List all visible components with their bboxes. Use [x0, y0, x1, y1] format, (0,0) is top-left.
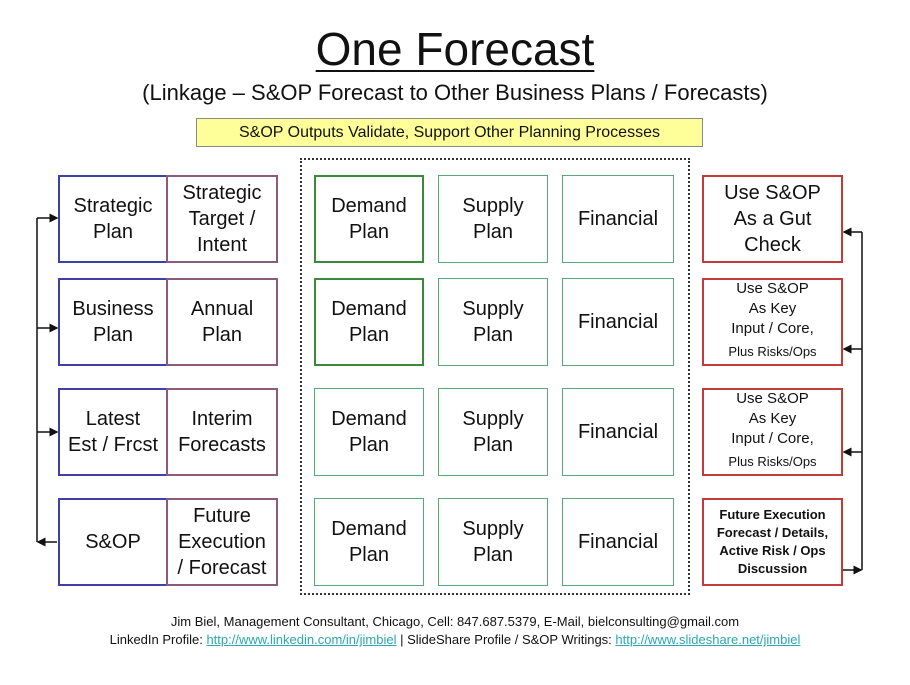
- supply-box: Supply Plan: [438, 498, 548, 586]
- box-text: Future: [193, 505, 251, 527]
- box-text: Plan: [472, 324, 514, 346]
- demand-box: Demand Plan: [314, 175, 424, 263]
- box-text: Input / Core,: [731, 320, 814, 337]
- box-text: Forecast / Details,: [716, 525, 829, 540]
- box-text: Interim: [191, 408, 253, 430]
- box-text: Financial: [577, 311, 659, 333]
- use-box: Use S&OP As Key Input / Core, Plus Risks/Op…: [702, 278, 843, 366]
- financial-box: Financial: [562, 388, 674, 476]
- box-text: Annual: [190, 298, 254, 320]
- box-text: As Key: [748, 300, 797, 317]
- box-text: Est / Frcst: [68, 434, 158, 456]
- box-text: Plan: [472, 434, 514, 456]
- box-text: Plan: [201, 324, 243, 346]
- slideshare-label: | SlideShare Profile / S&OP Writings:: [396, 632, 616, 647]
- box-text: Use S&OP: [724, 182, 821, 204]
- box-text: Plan: [92, 324, 134, 346]
- box-text: Demand: [331, 408, 407, 430]
- sop-group-dotted-frame: [300, 158, 690, 595]
- plan-box: S&OP: [58, 498, 168, 586]
- box-text: Strategic: [73, 195, 153, 217]
- type-box: Future Execution / Forecast: [166, 498, 278, 586]
- box-text: Intent: [196, 234, 248, 256]
- use-box: Use S&OP As a Gut Check: [702, 175, 843, 263]
- use-box: Future Execution Forecast / Details, Activ…: [702, 498, 843, 586]
- box-text: Check: [744, 234, 801, 256]
- box-text: Demand: [331, 195, 407, 217]
- box-text: As Key: [748, 410, 797, 427]
- box-text: Plan: [92, 221, 134, 243]
- box-text: Future Execution: [719, 507, 826, 522]
- demand-box: Demand Plan: [314, 388, 424, 476]
- box-text: Active Risk / Ops: [719, 543, 826, 558]
- footer-contact: Jim Biel, Management Consultant, Chicago…: [170, 614, 740, 629]
- linkedin-link[interactable]: http://www.linkedin.com/in/jimbiel: [206, 632, 397, 647]
- box-text: Demand: [331, 518, 407, 540]
- box-text: Latest: [85, 408, 141, 430]
- box-text: Use S&OP: [736, 390, 809, 407]
- box-text: / Forecast: [177, 557, 267, 579]
- box-text: Plus Risks/Ops: [728, 344, 817, 359]
- linkedin-label: LinkedIn Profile:: [109, 632, 207, 647]
- box-text: Discussion: [737, 561, 808, 576]
- slideshare-link[interactable]: http://www.slideshare.net/jimbiel: [615, 632, 801, 647]
- box-text: Plus Risks/Ops: [728, 454, 817, 469]
- banner: S&OP Outputs Validate, Support Other Pla…: [196, 118, 703, 147]
- box-text: Plan: [348, 434, 389, 456]
- box-text: Strategic: [182, 182, 262, 204]
- box-text: Forecasts: [178, 434, 266, 456]
- supply-box: Supply Plan: [438, 388, 548, 476]
- type-box: Interim Forecasts: [166, 388, 278, 476]
- box-text: Use S&OP: [736, 280, 809, 297]
- box-text: Supply: [462, 298, 524, 320]
- supply-box: Supply Plan: [438, 278, 548, 366]
- plan-box: Business Plan: [58, 278, 168, 366]
- plan-box: Strategic Plan: [58, 175, 168, 263]
- slide-subtitle: (Linkage – S&OP Forecast to Other Busine…: [142, 80, 768, 105]
- box-text: Plan: [348, 221, 389, 243]
- box-text: As a Gut: [733, 208, 812, 230]
- type-box: Strategic Target / Intent: [166, 175, 278, 263]
- type-box: Annual Plan: [166, 278, 278, 366]
- box-text: Execution: [178, 531, 266, 553]
- demand-box: Demand Plan: [314, 498, 424, 586]
- box-text: Plan: [472, 221, 514, 243]
- box-text: Supply: [462, 408, 524, 430]
- financial-box: Financial: [562, 278, 674, 366]
- box-text: Financial: [577, 208, 659, 230]
- box-text: Plan: [472, 544, 514, 566]
- financial-box: Financial: [562, 175, 674, 263]
- box-text: Financial: [577, 531, 659, 553]
- box-text: Supply: [462, 195, 524, 217]
- use-box: Use S&OP As Key Input / Core, Plus Risks/Op…: [702, 388, 843, 476]
- box-text: Supply: [462, 518, 524, 540]
- demand-box: Demand Plan: [314, 278, 424, 366]
- box-text: Plan: [348, 324, 389, 346]
- footer-links: LinkedIn Profile: http://www.linkedin.co…: [0, 632, 910, 647]
- box-text: Business: [72, 298, 154, 320]
- plan-box: Latest Est / Frcst: [58, 388, 168, 476]
- financial-box: Financial: [562, 498, 674, 586]
- box-text: Plan: [348, 544, 389, 566]
- slide-title: One Forecast: [315, 23, 595, 75]
- box-text: Input / Core,: [731, 430, 814, 447]
- box-text: Demand: [331, 298, 407, 320]
- box-text: S&OP: [85, 531, 141, 553]
- box-text: Target /: [188, 208, 256, 230]
- supply-box: Supply Plan: [438, 175, 548, 263]
- box-text: Financial: [577, 421, 659, 443]
